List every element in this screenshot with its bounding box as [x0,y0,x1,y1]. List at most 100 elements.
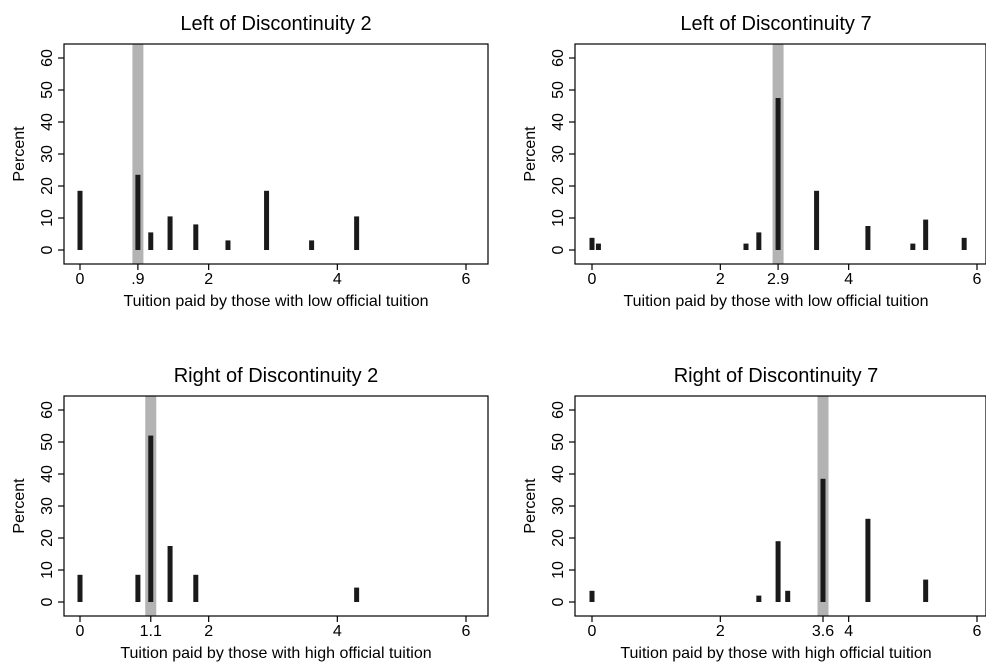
x-tick-label: 0 [76,623,85,640]
x-tick-label: 6 [973,623,982,640]
x-tick-label: 6 [462,271,471,288]
y-tick-label: 50 [550,81,567,99]
bar [193,574,199,602]
y-tick-label: 60 [39,401,56,419]
x-tick-label: 4 [333,271,342,288]
bar [910,243,916,250]
bar [135,574,141,602]
bar [923,219,929,250]
y-tick-label: 30 [39,497,56,515]
x-tick-label: 0 [76,271,85,288]
y-tick-label: 0 [39,245,56,254]
y-axis-label: Percent [11,478,28,534]
x-tick-label: 4 [844,271,853,288]
y-tick-label: 40 [39,465,56,483]
bar [225,240,231,250]
bar [309,240,315,250]
bar [775,541,781,602]
y-tick-label: 10 [550,209,567,227]
plot-frame [63,43,489,265]
y-tick-label: 60 [550,49,567,67]
y-tick-label: 20 [39,177,56,195]
highlight-band [132,44,144,264]
bar [865,518,871,602]
bar [77,574,83,602]
x-tick-label: 2 [204,271,213,288]
y-axis-label: Percent [11,126,28,182]
y-tick-label: 0 [39,597,56,606]
y-tick-label: 50 [550,433,567,451]
x-tick-label: 0 [588,271,597,288]
bar [814,190,820,250]
y-tick-label: 0 [550,597,567,606]
plot-frame [63,395,489,617]
bar [820,478,826,602]
bar [756,232,762,250]
bar [148,232,154,250]
y-tick-label: 30 [550,497,567,515]
bar [193,224,199,250]
x-tick-label: 6 [973,271,982,288]
bar [264,190,270,250]
y-tick-label: 50 [39,81,56,99]
y-tick-label: 60 [39,49,56,67]
bar [77,190,83,250]
bar [148,435,154,602]
y-tick-label: 60 [550,401,567,419]
y-tick-label: 40 [550,465,567,483]
chart-title: Left of Discontinuity 2 [180,13,371,35]
bar [589,590,595,602]
y-tick-label: 10 [39,561,56,579]
x-axis-label: Tuition paid by those with high official… [620,645,931,662]
x-tick-label: 1.1 [140,623,162,640]
bar [589,237,595,250]
bar [785,590,791,602]
x-tick-label: 3.6 [812,623,834,640]
y-axis-label: Percent [522,478,539,534]
x-tick-label: 6 [462,623,471,640]
chart-title: Left of Discontinuity 7 [680,13,871,35]
y-tick-label: 10 [550,561,567,579]
x-tick-label: 2 [716,623,725,640]
x-axis-label: Tuition paid by those with high official… [120,645,431,662]
bar [961,237,967,250]
y-tick-label: 30 [550,145,567,163]
x-axis-label: Tuition paid by those with low official … [123,293,428,310]
x-axis-label: Tuition paid by those with low official … [623,293,928,310]
y-tick-label: 40 [39,113,56,131]
bar [756,595,762,602]
bar [354,216,360,250]
y-tick-label: 20 [39,529,56,547]
y-axis-label: Percent [522,126,539,182]
y-tick-label: 10 [39,209,56,227]
y-tick-label: 50 [39,433,56,451]
bar [135,174,141,250]
bar [354,587,360,602]
x-tick-label: 0 [588,623,597,640]
bar [595,243,601,250]
chart-title: Right of Discontinuity 7 [674,365,879,387]
bar [775,98,781,250]
y-tick-label: 0 [550,245,567,254]
y-tick-label: 20 [550,529,567,547]
chart-title: Right of Discontinuity 2 [174,365,379,387]
y-tick-label: 40 [550,113,567,131]
bar [167,546,173,602]
bar [167,216,173,250]
bar [865,226,871,250]
x-tick-label: .9 [131,271,144,288]
bar [923,579,929,602]
x-tick-label: 4 [844,623,853,640]
bar [743,243,749,250]
x-tick-label: 4 [333,623,342,640]
x-tick-label: 2 [204,623,213,640]
y-tick-label: 30 [39,145,56,163]
y-tick-label: 20 [550,177,567,195]
x-tick-label: 2 [716,271,725,288]
x-tick-label: 2.9 [767,271,789,288]
